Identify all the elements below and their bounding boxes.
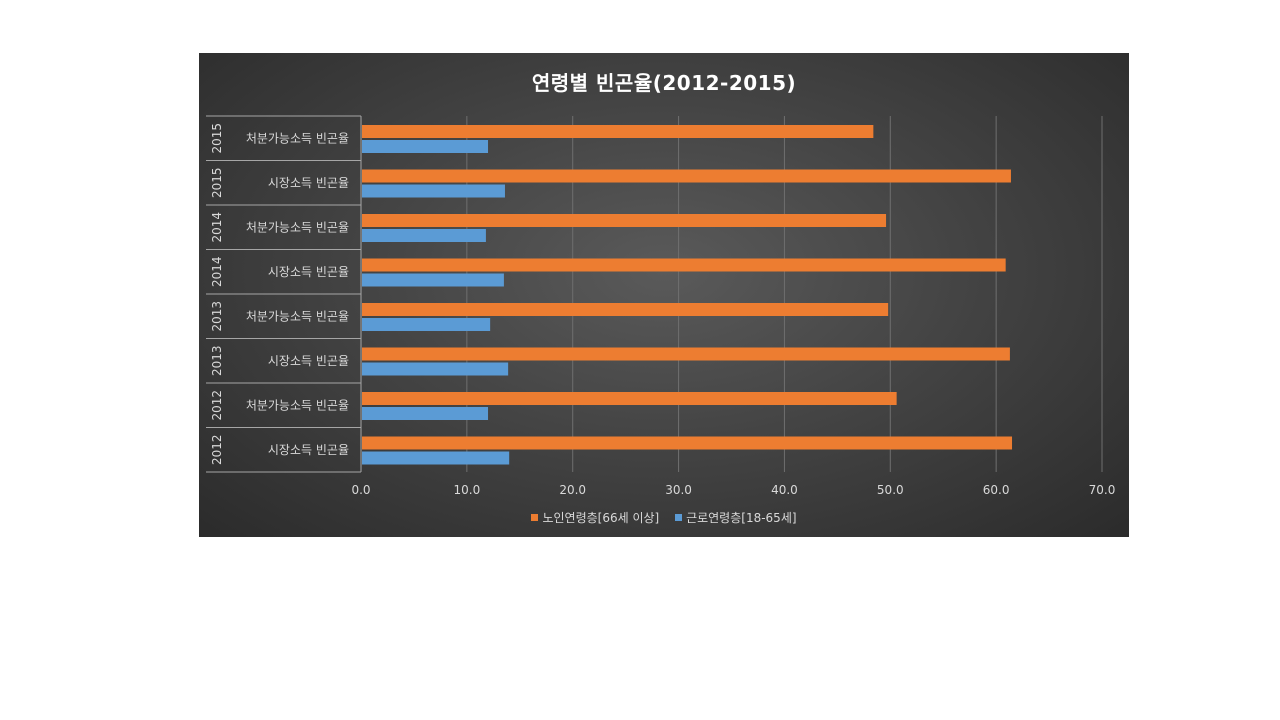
bar-elderly: [362, 436, 1013, 450]
bar-working-age: [362, 362, 509, 376]
bar-working-age: [362, 140, 489, 153]
legend-label-elderly: 노인연령층[66세 이상]: [542, 511, 660, 525]
legend-item-elderly: 노인연령층[66세 이상]: [531, 509, 659, 526]
bar-working-age: [362, 273, 504, 287]
category-label: 시장소득 빈곤율: [268, 176, 349, 190]
chart-title: 연령별 빈곤율(2012-2015): [531, 71, 797, 95]
x-tick-label: 60.0: [983, 483, 1010, 497]
bar-elderly: [362, 347, 1010, 361]
category-year-label: 2013: [210, 301, 224, 332]
chart-panel: 연령별 빈곤율(2012-2015) 0.0 10.0 20.0 30.0 40.0 50…: [199, 53, 1129, 537]
bar-elderly: [362, 169, 1011, 183]
category-year-label: 2012: [210, 390, 224, 421]
bar-working-age: [362, 184, 505, 198]
bar-elderly: [362, 258, 1006, 272]
category-year-label: 2013: [210, 345, 224, 376]
legend-swatch-working-age: [675, 514, 683, 521]
x-tick-label: 10.0: [453, 483, 480, 497]
category-label: 처분가능소득 빈곤율: [246, 309, 349, 323]
legend-label-working-age: 근로연령층[18-65세]: [686, 511, 797, 525]
x-tick-label: 20.0: [559, 483, 586, 497]
category-label: 시장소득 빈곤율: [268, 265, 349, 279]
x-tick-label: 0.0: [351, 483, 370, 497]
bar-working-age: [362, 229, 486, 242]
category-label: 처분가능소득 빈곤율: [246, 398, 349, 412]
category-label: 시장소득 빈곤율: [268, 354, 349, 368]
x-tick-label: 70.0: [1089, 483, 1116, 497]
legend-swatch-elderly: [531, 514, 539, 521]
category-label: 처분가능소득 빈곤율: [246, 131, 349, 145]
legend-item-working-age: 근로연령층[18-65세]: [675, 509, 797, 526]
bar-elderly: [362, 303, 889, 316]
category-label: 시장소득 빈곤율: [268, 443, 349, 457]
x-tick-label: 50.0: [877, 483, 904, 497]
category-year-label: 2015: [210, 123, 224, 154]
x-tick-label: 40.0: [771, 483, 798, 497]
category-year-label: 2012: [210, 434, 224, 465]
chart-legend: 노인연령층[66세 이상] 근로연령층[18-65세]: [199, 509, 1129, 526]
chart-plot: 0.0 10.0 20.0 30.0 40.0 50.0 60.0 70.0 2015 처분가능소…: [206, 115, 1116, 497]
bar-working-age: [362, 451, 510, 465]
bar-elderly: [362, 125, 874, 138]
category-year-label: 2015: [210, 167, 224, 198]
category-year-label: 2014: [210, 256, 224, 287]
bar-elderly: [362, 214, 887, 227]
category-year-label: 2014: [210, 212, 224, 243]
bar-elderly: [362, 392, 897, 405]
bar-working-age: [362, 407, 489, 420]
category-label: 처분가능소득 빈곤율: [246, 220, 349, 234]
bar-working-age: [362, 318, 491, 331]
x-tick-label: 30.0: [665, 483, 692, 497]
